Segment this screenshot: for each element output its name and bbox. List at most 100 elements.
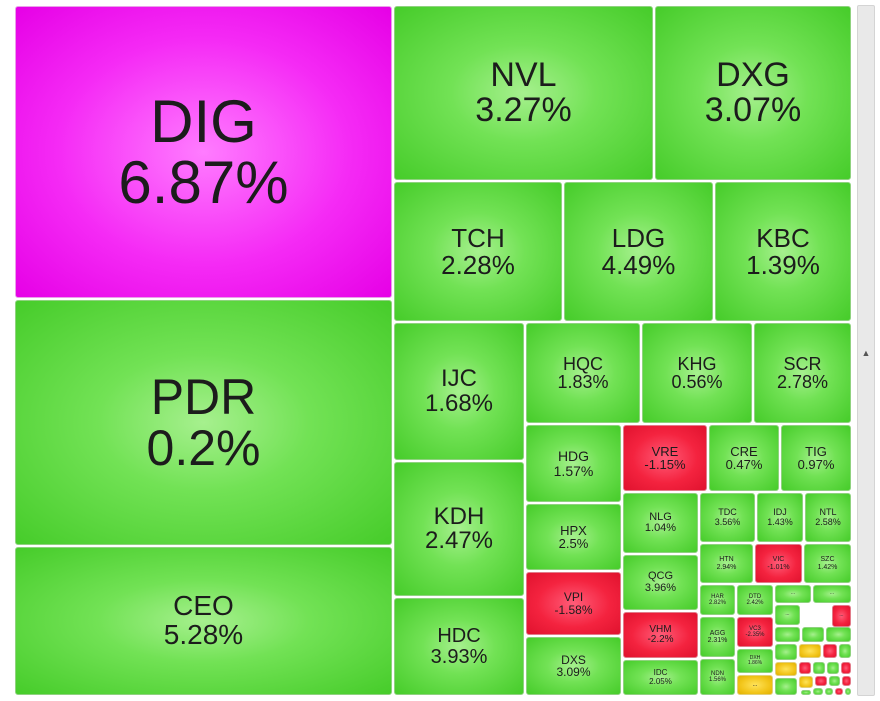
tile-agg[interactable]: AGG 2.31% (700, 617, 735, 657)
tile-change: 2.28% (441, 249, 515, 280)
tile-change: 3.09% (556, 665, 591, 679)
tile-dxh[interactable]: DXH 1.86% (737, 649, 773, 673)
tile-ndn[interactable]: NDN 1.56% (700, 659, 735, 695)
tile-tdc[interactable]: TDC 3.56% (700, 493, 755, 542)
tile-small[interactable] (839, 644, 851, 658)
tile-small[interactable] (799, 662, 811, 674)
tile-small[interactable]: ... (775, 605, 800, 625)
tile-small[interactable] (799, 644, 821, 658)
tile-ticker: DTD (748, 593, 762, 600)
tile-ticker: KDH (433, 502, 485, 530)
tile-qcg[interactable]: QCG 3.96% (623, 555, 698, 610)
tile-change: 2.58% (815, 516, 841, 527)
tile-small[interactable] (829, 676, 840, 686)
tile-khg[interactable]: KHG 0.56% (642, 323, 752, 423)
tile-pdr[interactable]: PDR 0.2% (15, 300, 392, 545)
tile-small[interactable] (841, 662, 851, 674)
tile-small[interactable]: ... (775, 585, 811, 603)
tile-small[interactable] (775, 662, 797, 676)
tile-ticker: DXS (561, 652, 586, 667)
tile-change: 1.56% (708, 677, 726, 683)
tile-small[interactable] (802, 627, 824, 642)
tile-ticker: TIG (805, 443, 827, 459)
vertical-scrollbar[interactable]: ▲ (857, 5, 875, 696)
tile-kdh[interactable]: KDH 2.47% (394, 462, 524, 596)
tile-change: 2.42% (746, 600, 764, 606)
scroll-indicator-icon[interactable]: ▲ (861, 348, 871, 358)
tile-vic[interactable]: VIC -1.01% (755, 544, 802, 583)
tile-ldg[interactable]: LDG 4.49% (564, 182, 713, 321)
tile-change: 3.27% (475, 91, 572, 129)
tile-small[interactable] (823, 644, 837, 658)
tile-ticker: DIG (150, 87, 257, 155)
tile-change: -2.2% (647, 634, 674, 645)
tile-tch[interactable]: TCH 2.28% (394, 182, 562, 321)
tile-change: 2.5% (558, 536, 589, 551)
tile-small[interactable] (775, 644, 797, 660)
tile-small[interactable] (845, 688, 851, 695)
tile-small[interactable] (827, 662, 839, 674)
tile-hdc[interactable]: HDC 3.93% (394, 598, 524, 695)
tile-hqc[interactable]: HQC 1.83% (526, 323, 640, 423)
tile-ticker: SZC (820, 556, 835, 564)
tile-szc[interactable]: SZC 1.42% (804, 544, 851, 583)
tile-vre[interactable]: VRE -1.15% (623, 425, 707, 491)
tile-small[interactable]: ... (832, 605, 851, 627)
tile-small[interactable] (775, 627, 800, 642)
tile-small[interactable]: ... (737, 675, 773, 695)
tile-change: -1.58% (554, 602, 593, 617)
tile-change: 0.2% (146, 419, 261, 476)
tile-change: 1.42% (817, 563, 838, 571)
tile-htn[interactable]: HTN 2.94% (700, 544, 753, 583)
tile-small[interactable] (815, 676, 827, 686)
tile-ticker: VIC (772, 556, 785, 564)
tile-ticker: AGG (709, 629, 726, 637)
tile-change: 1.57% (553, 462, 594, 479)
tile-nlg[interactable]: NLG 1.04% (623, 493, 698, 553)
tile-change: -1.01% (767, 563, 790, 571)
tile-small[interactable] (813, 688, 823, 695)
tile-small[interactable]: ... (813, 585, 851, 603)
tile-ticker: KHG (677, 353, 717, 374)
tile-change: 0.56% (671, 372, 723, 392)
tile-small[interactable] (825, 688, 833, 695)
tile-dxs[interactable]: DXS 3.09% (526, 637, 621, 695)
tile-vhm[interactable]: VHM -2.2% (623, 612, 698, 658)
tile-vpi[interactable]: VPI -1.58% (526, 572, 621, 635)
tile-small[interactable] (775, 678, 797, 695)
tile-idc[interactable]: IDC 2.05% (623, 660, 698, 695)
tile-ceo[interactable]: CEO 5.28% (15, 547, 392, 695)
tile-change: 1.04% (644, 522, 677, 534)
tile-ticker: ... (752, 681, 758, 688)
tile-small[interactable] (799, 676, 813, 688)
tile-hpx[interactable]: HPX 2.5% (526, 504, 621, 570)
tile-vc3[interactable]: VC3 -2.35% (737, 617, 773, 647)
tile-dig[interactable]: DIG 6.87% (15, 6, 392, 298)
tile-scr[interactable]: SCR 2.78% (754, 323, 851, 423)
tile-dxg[interactable]: DXG 3.07% (655, 6, 851, 180)
tile-kbc[interactable]: KBC 1.39% (715, 182, 851, 321)
tile-nvl[interactable]: NVL 3.27% (394, 6, 653, 180)
tile-small[interactable] (813, 662, 825, 674)
tile-idj[interactable]: IDJ 1.43% (757, 493, 803, 542)
tile-small[interactable] (835, 688, 843, 695)
tile-ijc[interactable]: IJC 1.68% (394, 323, 524, 460)
tile-small[interactable] (801, 690, 811, 695)
tile-tig[interactable]: TIG 0.97% (781, 425, 851, 491)
tile-ntl[interactable]: NTL 2.58% (805, 493, 851, 542)
tile-dtd[interactable]: DTD 2.42% (737, 585, 773, 615)
tile-ticker: HTN (719, 556, 734, 564)
tile-small[interactable] (826, 627, 851, 642)
tile-change: 2.78% (776, 372, 829, 392)
tile-small[interactable] (842, 676, 851, 686)
tile-change: 5.28% (163, 619, 244, 650)
tile-hdg[interactable]: HDG 1.57% (526, 425, 621, 502)
tile-change: 6.87% (118, 149, 289, 216)
tile-ticker: PDR (150, 368, 257, 425)
tile-har[interactable]: HAR 2.82% (700, 585, 735, 615)
tile-ticker: IDJ (773, 507, 787, 518)
tile-ticker: HAR (711, 593, 724, 600)
tile-cre[interactable]: CRE 0.47% (709, 425, 779, 491)
tile-change: 4.49% (601, 249, 676, 280)
